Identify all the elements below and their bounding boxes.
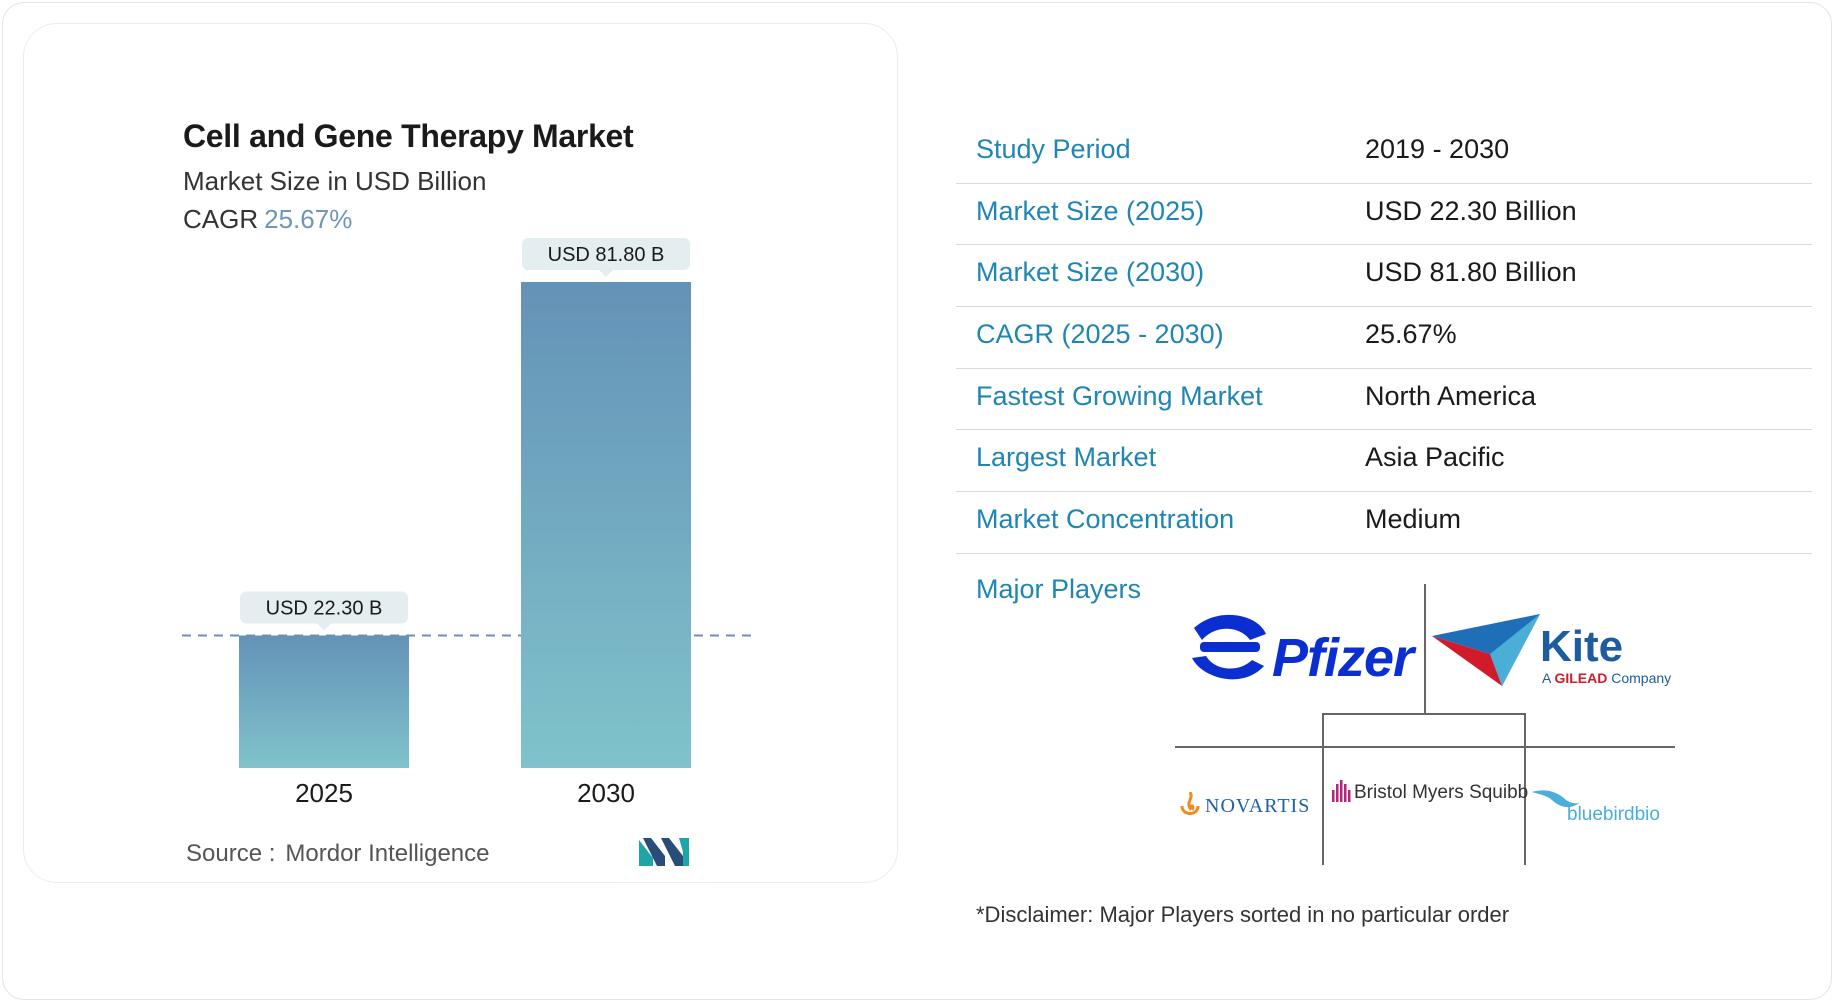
row-value: Asia Pacific	[1365, 442, 1505, 473]
bluebird-logo: bluebirdbio	[1567, 804, 1660, 825]
row-value: USD 22.30 Billion	[1365, 195, 1577, 226]
row-label: Study Period	[976, 134, 1131, 164]
chart-subtitle: Market Size in USD Billion	[183, 166, 487, 196]
data-label: USD 81.80 B	[548, 244, 665, 266]
x-tick-label: 2025	[295, 778, 353, 808]
bluebird-icon	[1532, 790, 1580, 808]
row-label: Fastest Growing Market	[976, 380, 1263, 411]
data-label-pointer	[599, 270, 613, 277]
row-label: Market Size (2025)	[976, 195, 1205, 226]
data-label-pointer	[317, 623, 331, 631]
row-value: USD 81.80 Billion	[1365, 257, 1577, 288]
table-row: Market Size (2030) USD 81.80 Billion	[956, 245, 1812, 308]
bar-2030	[521, 282, 691, 768]
table-row: Study Period 2019 - 2030	[956, 122, 1812, 184]
table-row: CAGR (2025 - 2030) 25.67%	[956, 307, 1812, 369]
row-label: Market Concentration	[976, 504, 1235, 535]
row-value: 25.67%	[1365, 319, 1457, 350]
row-label: Market Size (2030)	[976, 257, 1205, 288]
kite-logo-icon	[1432, 614, 1540, 686]
major-players-label: Major Players	[976, 574, 1142, 604]
disclaimer: *Disclaimer: Major Players sorted in no …	[976, 902, 1510, 927]
novartis-flame-icon	[1180, 792, 1200, 815]
bms-icon	[1332, 780, 1351, 802]
source-text: Source : Mordor Intelligence	[186, 840, 490, 868]
bar-chart: USD 22.30 B 2025 USD 81.80 B 2030	[182, 238, 752, 808]
data-label-bubble	[522, 238, 690, 270]
mordor-intelligence-logo-icon	[639, 838, 689, 866]
kite-tagline: A GILEAD Company	[1542, 670, 1672, 686]
novartis-logo: NOVARTIS	[1205, 795, 1311, 817]
table-row: Fastest Growing Market North America	[956, 369, 1812, 431]
table-row: Market Concentration Medium	[956, 492, 1812, 554]
kite-logo: Kite	[1540, 622, 1624, 671]
row-label: Largest Market	[976, 442, 1157, 473]
data-label: USD 22.30 B	[266, 598, 383, 620]
row-value: 2019 - 2030	[1365, 134, 1510, 164]
cagr-value: 25.67%	[264, 204, 353, 234]
summary-table: Study Period 2019 - 2030 Market Size (2025…	[956, 122, 1812, 554]
bms-logo: Bristol Myers Squibb	[1354, 782, 1529, 803]
source-label: Source :	[186, 840, 276, 867]
bar-2025	[239, 635, 409, 768]
table-row: Market Size (2025) USD 22.30 Billion	[956, 184, 1812, 246]
chart-cagr: CAGR 25.67%	[183, 204, 352, 235]
row-label: CAGR (2025 - 2030)	[976, 319, 1224, 350]
chart-title: Cell and Gene Therapy Market	[183, 118, 634, 154]
source-name: Mordor Intelligence	[285, 840, 490, 867]
cagr-label: CAGR	[183, 204, 259, 234]
pfizer-logo: Pfizer	[1272, 628, 1414, 688]
row-value: Medium	[1365, 504, 1462, 535]
x-tick-label: 2030	[577, 778, 635, 808]
row-value: North America	[1365, 380, 1537, 411]
data-label-bubble	[240, 591, 408, 624]
pfizer-logo-icon	[1192, 614, 1266, 680]
table-row: Largest Market Asia Pacific	[956, 430, 1812, 493]
chart-card	[23, 23, 898, 883]
